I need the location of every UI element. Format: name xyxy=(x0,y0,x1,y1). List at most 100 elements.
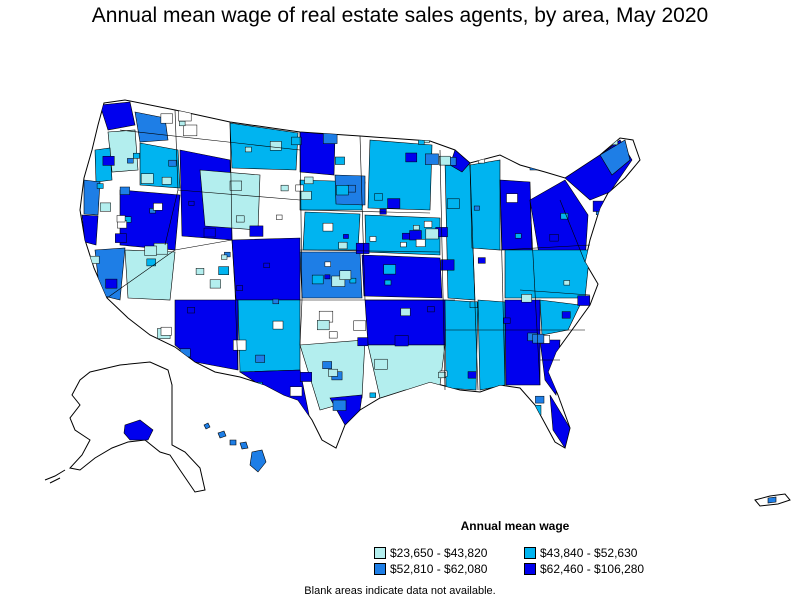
wage-area-small xyxy=(415,239,426,247)
wage-area-small xyxy=(515,233,522,239)
wage-area-small xyxy=(119,186,130,195)
wage-area-small xyxy=(425,153,439,165)
wage-area-small xyxy=(580,367,594,378)
wage-area-small xyxy=(133,152,140,159)
wage-area-small xyxy=(529,163,539,171)
legend-label-1: $23,650 - $43,820 xyxy=(390,546,488,560)
wage-area xyxy=(299,251,363,299)
wage-area-small xyxy=(436,112,443,117)
wage-area-small xyxy=(384,279,392,286)
wage-area-small xyxy=(299,372,312,382)
wage-area-small xyxy=(217,394,225,401)
wage-area-small xyxy=(322,222,334,232)
wage-area-small xyxy=(218,266,229,275)
wage-area-small xyxy=(229,180,242,191)
wage-area xyxy=(81,214,99,246)
wage-area-small xyxy=(374,358,388,370)
wage-area-small xyxy=(255,354,265,363)
wage-area-small xyxy=(423,220,433,228)
wage-area xyxy=(99,101,136,131)
wage-area xyxy=(124,249,176,301)
wage-area-small xyxy=(179,120,186,127)
wage-area xyxy=(504,249,591,299)
wage-area-small xyxy=(183,124,198,137)
wage-area-small xyxy=(179,348,191,358)
wage-area-small xyxy=(438,371,446,379)
wage-area-small xyxy=(324,274,331,280)
wage-area-small xyxy=(559,394,569,402)
wage-area xyxy=(499,179,533,251)
legend-swatch-2 xyxy=(524,547,536,559)
wage-area-small xyxy=(440,259,455,271)
wage-area-small xyxy=(405,152,418,163)
wage-area-small xyxy=(324,261,331,267)
wage-area-small xyxy=(328,368,338,377)
wage-area-small xyxy=(105,278,118,289)
wage-area-small xyxy=(328,331,338,339)
wage-area-small xyxy=(349,277,357,284)
wage-area-small xyxy=(272,298,279,305)
wage-area-small xyxy=(264,118,271,123)
wage-area-small xyxy=(383,264,396,275)
wage-area xyxy=(469,159,501,251)
wage-area-small xyxy=(425,228,439,240)
wage-area-small xyxy=(251,382,263,391)
wage-area-small xyxy=(351,125,360,132)
wage-area-small xyxy=(300,191,312,200)
wage-area-small xyxy=(263,262,270,268)
wage-area-small xyxy=(374,193,383,201)
wage-area xyxy=(229,122,299,171)
wage-area-small xyxy=(598,264,605,269)
wage-area-small xyxy=(156,347,170,359)
wage-area-small xyxy=(153,202,163,211)
wage-area xyxy=(107,129,139,173)
wage-area-small xyxy=(140,173,154,184)
wage-area-small xyxy=(144,245,157,256)
wage-area-small xyxy=(473,205,480,211)
wage-area-small xyxy=(99,202,111,212)
wage-area-small xyxy=(400,242,407,248)
wage-area-small xyxy=(203,227,216,238)
wage-area-small xyxy=(438,132,449,141)
legend-swatch-1 xyxy=(374,547,386,559)
wage-areas xyxy=(81,101,633,448)
wage-area-small xyxy=(503,317,511,324)
wage-area-small xyxy=(427,306,435,313)
wage-area-small xyxy=(188,200,195,206)
wage-area-small xyxy=(467,371,477,379)
wage-area-small xyxy=(249,225,264,237)
wage-area xyxy=(94,247,126,301)
wage-area xyxy=(549,394,571,448)
wage-area-small xyxy=(112,345,128,358)
wage-area-small xyxy=(608,111,616,117)
wage-area-small xyxy=(387,198,401,209)
wage-area-small xyxy=(378,406,390,416)
hawaii xyxy=(203,422,267,473)
wage-area-small xyxy=(394,335,409,347)
legend-swatch-4 xyxy=(524,563,536,575)
wage-area-small xyxy=(335,156,345,165)
wage-area-small xyxy=(409,230,422,241)
wage-area-small xyxy=(353,320,367,331)
wage-area-small xyxy=(463,114,470,120)
wage-area-small xyxy=(236,285,243,291)
wage-area-small xyxy=(289,386,303,397)
wage-area-small xyxy=(276,214,283,220)
wage-area xyxy=(83,179,101,216)
wage-area-small xyxy=(295,184,304,192)
wage-area-small xyxy=(355,242,370,254)
wage-area-small xyxy=(210,393,219,401)
wage-area-small xyxy=(178,110,192,122)
wage-area-small xyxy=(508,150,516,157)
wage-area-small xyxy=(560,213,569,220)
wage-area-small xyxy=(338,241,348,250)
wage-area-small xyxy=(532,333,545,344)
wage-area-small xyxy=(521,294,532,303)
wage-area-small xyxy=(601,349,616,361)
wage-area xyxy=(174,299,239,371)
wage-area-small xyxy=(446,198,460,209)
wage-area-small xyxy=(127,158,134,164)
wage-area-small xyxy=(115,233,127,243)
wage-area-small xyxy=(336,185,349,196)
